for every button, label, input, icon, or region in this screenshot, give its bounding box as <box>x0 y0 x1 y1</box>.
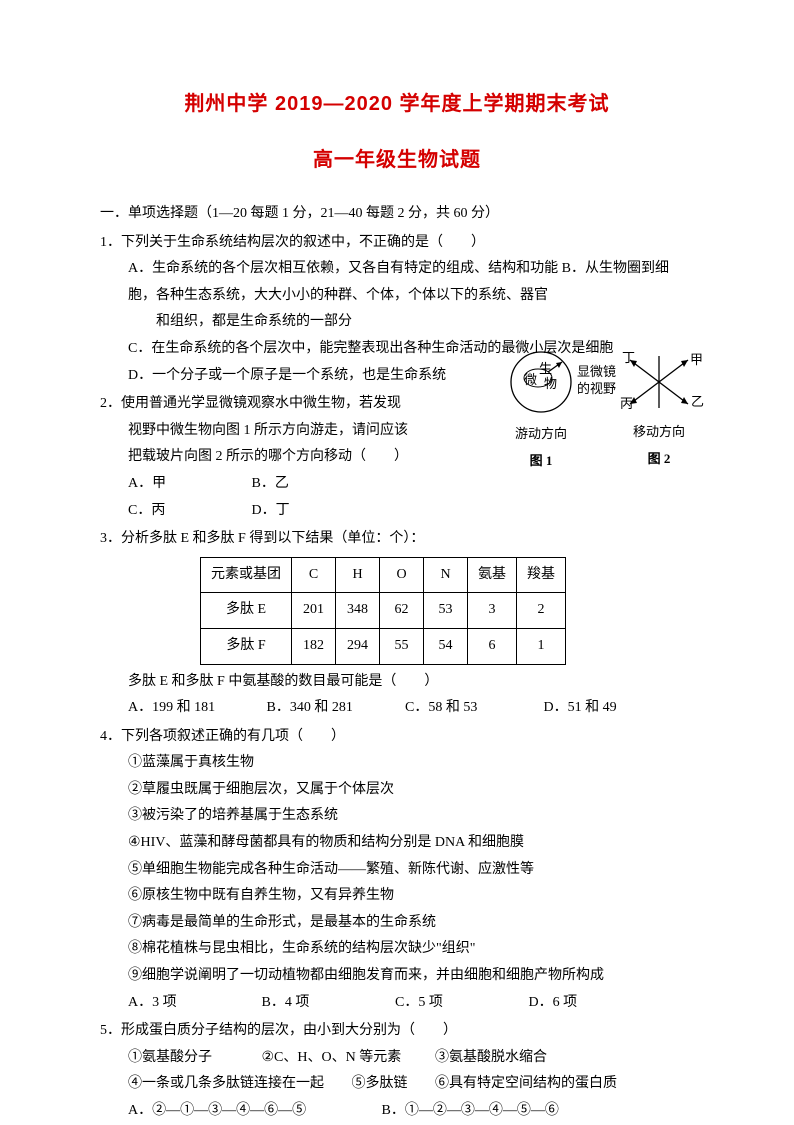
th: O <box>380 557 424 593</box>
td: 201 <box>292 593 336 629</box>
q4-opt-b: B．4 项 <box>262 990 392 1017</box>
q4-opt-d: D．6 项 <box>529 990 659 1017</box>
svg-text:物: 物 <box>544 376 557 391</box>
th: 氨基 <box>468 557 517 593</box>
q1-stem: 1．下列关于生命系统结构层次的叙述中，不正确的是（ ） <box>100 230 694 257</box>
q4-opt-a: A．3 项 <box>128 990 258 1017</box>
th: 元素或基团 <box>201 557 292 593</box>
page-title-1: 荆州中学 2019—2020 学年度上学期期末考试 <box>100 85 694 123</box>
q4-i1: ①蓝藻属于真核生物 <box>100 750 694 777</box>
td: 182 <box>292 628 336 664</box>
q4-opt-c: C．5 项 <box>395 990 525 1017</box>
q3-table: 元素或基团 C H O N 氨基 羧基 多肽 E 201 348 62 53 3… <box>200 557 566 665</box>
q4-i3: ③被污染了的培养基属于生态系统 <box>100 803 694 830</box>
fig2-label: 移动方向 <box>614 420 704 445</box>
td: 294 <box>336 628 380 664</box>
q2-opt-c: C．丙 <box>128 498 248 525</box>
table-row: 元素或基团 C H O N 氨基 羧基 <box>201 557 566 593</box>
q4-i9: ⑨细胞学说阐明了一切动植物都由细胞发育而来，并由细胞和细胞产物所构成 <box>100 963 694 990</box>
q1-opt-a2: 和组织，都是生命系统的一部分 <box>100 309 694 336</box>
th: N <box>424 557 468 593</box>
th: 羧基 <box>517 557 566 593</box>
q5-l2b: ⑤多肽链 <box>352 1071 432 1098</box>
q4-i2: ②草履虫既属于细胞层次，又属于个体层次 <box>100 777 694 804</box>
q3-opt-a: A．199 和 181 <box>128 695 263 722</box>
td: 多肽 E <box>201 593 292 629</box>
svg-text:乙: 乙 <box>691 394 704 409</box>
fig1-caption: 图 1 <box>486 449 596 474</box>
fig2-caption: 图 2 <box>614 447 704 472</box>
td: 多肽 F <box>201 628 292 664</box>
q5-l2c: ⑥具有特定空间结构的蛋白质 <box>435 1071 617 1098</box>
q2-opt-d: D．丁 <box>252 498 372 525</box>
fig1-label: 游动方向 <box>486 422 596 447</box>
q2-l2: 视野中微生物向图 1 所示方向游走，请问应该 <box>100 418 440 445</box>
td: 1 <box>517 628 566 664</box>
q5-opt-b: B．①—②—③—④—⑤—⑥ <box>382 1098 559 1125</box>
svg-text:丁: 丁 <box>622 350 635 365</box>
q4-i7: ⑦病毒是最简单的生命形式，是最基本的生命系统 <box>100 910 694 937</box>
q2-l3: 把载玻片向图 2 所示的哪个方向移动（ ） <box>100 444 440 471</box>
question-4: 4．下列各项叙述正确的有几项（ ） ①蓝藻属于真核生物 ②草履虫既属于细胞层次，… <box>100 724 694 1017</box>
q5-stem: 5．形成蛋白质分子结构的层次，由小到大分别为（ ） <box>100 1018 694 1045</box>
table-row: 多肽 F 182 294 55 54 6 1 <box>201 628 566 664</box>
section-header: 一．单项选择题（1—20 每题 1 分，21—40 每题 2 分，共 60 分） <box>100 201 694 228</box>
q4-stem: 4．下列各项叙述正确的有几项（ ） <box>100 724 694 751</box>
svg-text:生: 生 <box>539 361 552 376</box>
q5-l1b: ②C、H、O、N 等元素 <box>262 1045 432 1072</box>
q2-opt-b: B．乙 <box>252 471 372 498</box>
td: 55 <box>380 628 424 664</box>
q5-opt-a: A．②—①—③—④—⑥—⑤ <box>128 1098 378 1125</box>
q3-opt-b: B．340 和 281 <box>267 695 402 722</box>
q5-l1a: ①氨基酸分子 <box>128 1045 258 1072</box>
q5-l1c: ③氨基酸脱水缩合 <box>435 1045 547 1072</box>
th: H <box>336 557 380 593</box>
td: 62 <box>380 593 424 629</box>
q2-opt-a: A．甲 <box>128 471 248 498</box>
q3-opt-c: C．58 和 53 <box>405 695 540 722</box>
figures: 微 生 物 游动方向 图 1 丁 甲 丙 乙 移动方向 图 2 <box>486 350 704 473</box>
figure-1: 微 生 物 游动方向 图 1 <box>486 350 596 473</box>
q4-i5: ⑤单细胞生物能完成各种生命活动——繁殖、新陈代谢、应激性等 <box>100 857 694 884</box>
q3-follow: 多肽 E 和多肽 F 中氨基酸的数目最可能是（ ） <box>100 669 694 696</box>
q4-i8: ⑧棉花植株与昆虫相比，生命系统的结构层次缺少"组织" <box>100 936 694 963</box>
td: 348 <box>336 593 380 629</box>
table-row: 多肽 E 201 348 62 53 3 2 <box>201 593 566 629</box>
td: 2 <box>517 593 566 629</box>
td: 54 <box>424 628 468 664</box>
td: 6 <box>468 628 517 664</box>
td: 53 <box>424 593 468 629</box>
svg-text:丙: 丙 <box>620 396 633 411</box>
q4-i6: ⑥原核生物中既有自养生物，又有异养生物 <box>100 883 694 910</box>
q1-opt-a: A．生命系统的各个层次相互依赖，又各自有特定的组成、结构和功能 B．从生物圈到细… <box>100 256 694 309</box>
q4-i4: ④HIV、蓝藻和酵母菌都具有的物质和结构分别是 DNA 和细胞膜 <box>100 830 694 857</box>
q5-l2a: ④一条或几条多肽链连接在一起 <box>128 1071 348 1098</box>
td: 3 <box>468 593 517 629</box>
svg-text:甲: 甲 <box>690 352 703 367</box>
question-3: 3．分析多肽 E 和多肽 F 得到以下结果（单位：个）： 元素或基团 C H O… <box>100 526 694 722</box>
question-5: 5．形成蛋白质分子结构的层次，由小到大分别为（ ） ①氨基酸分子 ②C、H、O、… <box>100 1018 694 1124</box>
page-title-2: 高一年级生物试题 <box>100 141 694 179</box>
th: C <box>292 557 336 593</box>
svg-text:微: 微 <box>524 372 537 387</box>
q3-opt-d: D．51 和 49 <box>544 695 679 722</box>
figure-2: 丁 甲 丙 乙 移动方向 图 2 <box>614 350 704 471</box>
q3-stem: 3．分析多肽 E 和多肽 F 得到以下结果（单位：个）： <box>100 526 694 553</box>
